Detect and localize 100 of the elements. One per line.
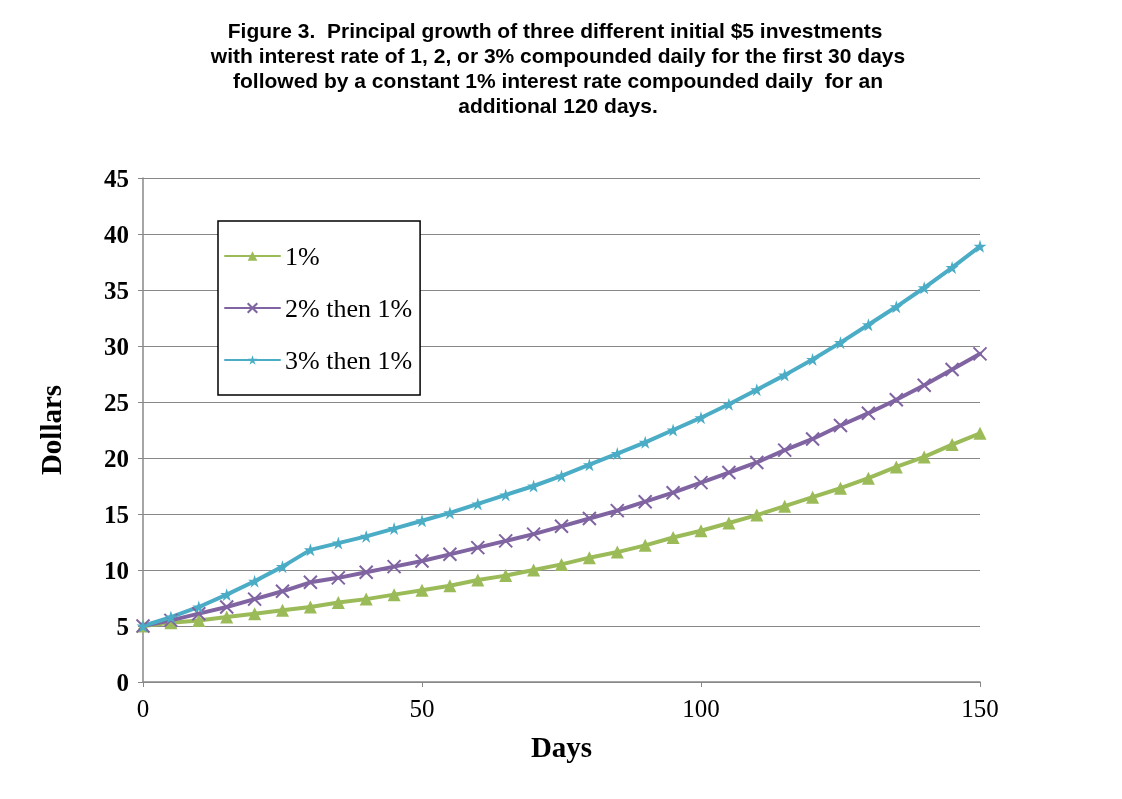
point <box>443 579 457 593</box>
y-tick-label: 20 <box>104 444 129 472</box>
point <box>386 559 402 575</box>
point <box>805 431 821 447</box>
y-tick-label: 5 <box>116 612 129 640</box>
point <box>638 538 652 552</box>
point <box>778 368 792 382</box>
point <box>582 551 596 565</box>
point <box>275 583 290 599</box>
point <box>973 426 987 440</box>
point <box>359 529 373 543</box>
point <box>331 536 345 550</box>
point <box>219 599 235 615</box>
point <box>415 583 429 597</box>
x-tick-label: 100 <box>682 695 720 722</box>
chart-title: Figure 3. Principal growth of three different initial $5 investments with interest rate of 1, 2, or 3% compounded daily for the first 30 days followed by a constant 1% interest rate compounded daily for an additional 120 days. <box>209 19 906 117</box>
point <box>499 569 513 583</box>
point <box>722 516 736 530</box>
point <box>834 481 847 495</box>
point <box>276 560 289 574</box>
point <box>945 261 959 275</box>
point <box>581 510 597 526</box>
legend-label: 2% then 1% <box>285 293 413 323</box>
y-tick-label: 15 <box>104 500 129 528</box>
point <box>637 494 653 510</box>
point <box>638 435 652 449</box>
point <box>722 397 736 411</box>
point <box>972 346 988 362</box>
point <box>220 588 234 602</box>
point <box>777 442 793 458</box>
point <box>694 524 708 538</box>
point <box>555 557 568 571</box>
point <box>916 377 932 393</box>
y-tick-label: 25 <box>104 388 129 416</box>
point <box>359 592 373 606</box>
point <box>750 383 764 397</box>
y-axis-title: Dollars <box>34 384 67 476</box>
x-tick-label: 50 <box>409 695 435 722</box>
point <box>806 352 820 366</box>
y-tick-label: 10 <box>104 556 129 584</box>
point <box>694 411 708 425</box>
point <box>889 300 903 314</box>
x-axis-title: Days <box>530 730 593 763</box>
point <box>888 392 904 408</box>
point <box>358 564 374 580</box>
point <box>693 475 709 491</box>
point <box>470 540 486 556</box>
y-tick-label: 40 <box>104 220 129 248</box>
point <box>833 418 848 434</box>
point <box>861 471 875 485</box>
point <box>554 518 569 534</box>
x-tick-label: 0 <box>136 695 150 722</box>
point <box>889 460 903 474</box>
point <box>749 454 765 470</box>
point <box>861 318 875 332</box>
point <box>555 469 568 483</box>
point <box>191 606 207 622</box>
point <box>471 573 485 587</box>
point <box>944 362 960 378</box>
legend-label: 3% then 1% <box>285 345 413 375</box>
point <box>666 423 680 437</box>
point <box>247 591 263 607</box>
point <box>192 600 206 614</box>
legend-label: 1% <box>285 241 320 271</box>
point <box>973 239 987 253</box>
point <box>248 574 262 588</box>
point <box>860 405 876 421</box>
y-tick-label: 0 <box>116 668 129 696</box>
point <box>750 508 764 522</box>
point <box>303 600 317 614</box>
point <box>609 503 625 519</box>
point <box>666 531 680 545</box>
x-tick-label: 150 <box>961 695 999 722</box>
point <box>330 570 346 586</box>
point <box>302 574 318 590</box>
point <box>834 336 847 350</box>
point <box>387 588 401 602</box>
point <box>192 613 206 627</box>
point <box>527 563 541 577</box>
point <box>163 612 179 628</box>
y-tick-label: 35 <box>104 276 129 304</box>
point <box>164 610 178 624</box>
point <box>806 490 820 504</box>
point <box>945 438 959 452</box>
point <box>442 546 458 562</box>
point <box>721 465 737 481</box>
point <box>220 610 234 624</box>
point <box>498 533 514 549</box>
point <box>526 526 542 542</box>
point <box>917 281 931 295</box>
point <box>414 553 430 569</box>
point <box>303 543 317 557</box>
y-tick-label: 45 <box>104 164 129 192</box>
point <box>276 603 289 617</box>
y-tick-label: 30 <box>104 332 129 360</box>
point <box>248 607 262 621</box>
point <box>917 450 931 464</box>
point <box>610 447 624 461</box>
point <box>331 595 345 609</box>
point <box>665 485 681 501</box>
